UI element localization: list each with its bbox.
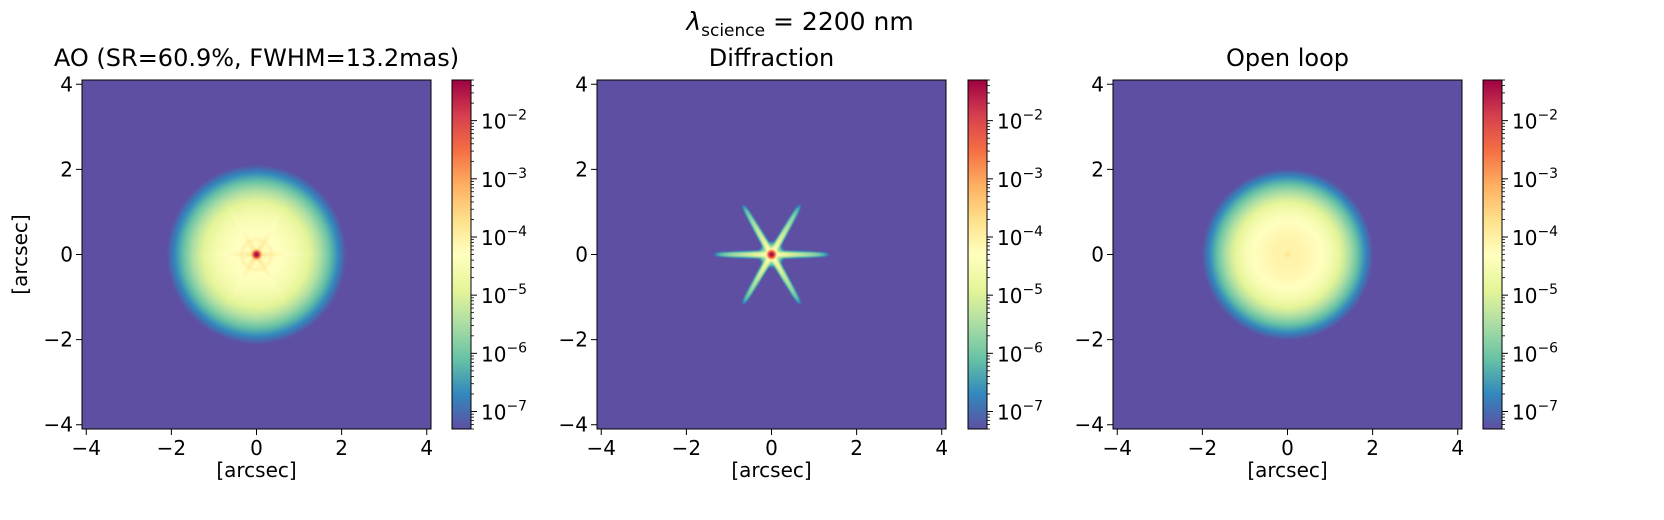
x-tick-label: 0 <box>765 436 778 460</box>
x-tick-label: 4 <box>1451 436 1464 460</box>
colorbar-tick-label: 10−4 <box>1512 224 1558 250</box>
colorbar-tick-label: 10−2 <box>997 108 1043 134</box>
x-tick-label: −4 <box>587 436 616 460</box>
colorbar-tick-label: 10−5 <box>997 282 1043 308</box>
y-tick-label: 4 <box>60 72 73 96</box>
y-tick-label: −4 <box>1075 413 1104 437</box>
colorbar-tick-label: 10−7 <box>1512 398 1558 424</box>
x-axis-label: [arcsec] <box>216 458 296 482</box>
panel-2: Diffraction −4 −2 0 2 4 −4 −2 0 2 4 [arcsec] 10−2 10−… <box>559 44 1044 482</box>
suptitle-value: = 2200 nm <box>765 7 914 36</box>
psf-image <box>1113 80 1462 429</box>
y-tick-label: 0 <box>60 243 73 267</box>
y-tick-label: −2 <box>559 328 588 352</box>
y-tick-label: 2 <box>1091 157 1104 181</box>
y-tick-label: −4 <box>559 413 588 437</box>
y-tick-label: 0 <box>1091 243 1104 267</box>
x-tick-label: −4 <box>72 436 101 460</box>
panel-3: Open loop −4 −2 0 2 4 −4 −2 0 2 4 [arcsec] 10−2 10−3 1… <box>1075 44 1559 482</box>
colorbar-tick-label: 10−6 <box>1512 340 1558 366</box>
x-tick-label: 4 <box>420 436 433 460</box>
colorbar-tick-label: 10−3 <box>997 166 1043 192</box>
x-tick-label: 0 <box>1281 436 1294 460</box>
panel-1: AO (SR=60.9%, FWHM=13.2mas) −4 −2 0 2 4 −4 −2 0 2… <box>8 44 527 482</box>
x-axis-label: [arcsec] <box>731 458 811 482</box>
colorbar-tick-label: 10−7 <box>481 398 527 424</box>
x-tick-label: 0 <box>250 436 263 460</box>
y-tick-label: −2 <box>44 328 73 352</box>
x-tick-label: 4 <box>935 436 948 460</box>
colorbar-tick-label: 10−3 <box>481 166 527 192</box>
suptitle-symbol: λ <box>684 7 701 36</box>
panel-title: AO (SR=60.9%, FWHM=13.2mas) <box>54 44 459 72</box>
suptitle-subscript: science <box>701 21 765 41</box>
x-tick-label: 2 <box>850 436 863 460</box>
panels: AO (SR=60.9%, FWHM=13.2mas) −4 −2 0 2 4 −4 −2 0 2… <box>8 44 1558 482</box>
y-tick-label: −2 <box>1075 328 1104 352</box>
y-axis-label: [arcsec] <box>8 214 32 294</box>
colorbar-tick-label: 10−4 <box>481 224 527 250</box>
y-tick-label: 2 <box>60 157 73 181</box>
y-tick-label: 2 <box>575 157 588 181</box>
colorbar <box>451 79 472 430</box>
panel-title: Open loop <box>1226 44 1349 72</box>
y-tick-label: 0 <box>575 243 588 267</box>
panel-title: Diffraction <box>709 44 834 72</box>
y-tick-label: −4 <box>44 413 73 437</box>
colorbar <box>1482 79 1503 430</box>
figure-suptitle: λscience = 2200 nm <box>684 7 913 41</box>
x-tick-label: 2 <box>1366 436 1379 460</box>
x-tick-label: 2 <box>335 436 348 460</box>
x-axis-label: [arcsec] <box>1247 458 1327 482</box>
psf-image <box>597 80 946 429</box>
y-tick-label: 4 <box>575 72 588 96</box>
x-tick-label: −2 <box>672 436 701 460</box>
x-tick-label: −2 <box>1188 436 1217 460</box>
colorbar-tick-label: 10−2 <box>481 108 527 134</box>
colorbar-tick-label: 10−5 <box>481 282 527 308</box>
x-tick-label: −2 <box>157 436 186 460</box>
colorbar-tick-label: 10−6 <box>481 340 527 366</box>
psf-image <box>82 80 431 429</box>
colorbar-tick-label: 10−4 <box>997 224 1043 250</box>
colorbar-tick-label: 10−6 <box>997 340 1043 366</box>
colorbar-tick-label: 10−3 <box>1512 166 1558 192</box>
colorbar-tick-label: 10−2 <box>1512 108 1558 134</box>
colorbar <box>967 79 988 430</box>
y-tick-label: 4 <box>1091 72 1104 96</box>
x-tick-label: −4 <box>1103 436 1132 460</box>
colorbar-tick-label: 10−7 <box>997 398 1043 424</box>
colorbar-tick-label: 10−5 <box>1512 282 1558 308</box>
